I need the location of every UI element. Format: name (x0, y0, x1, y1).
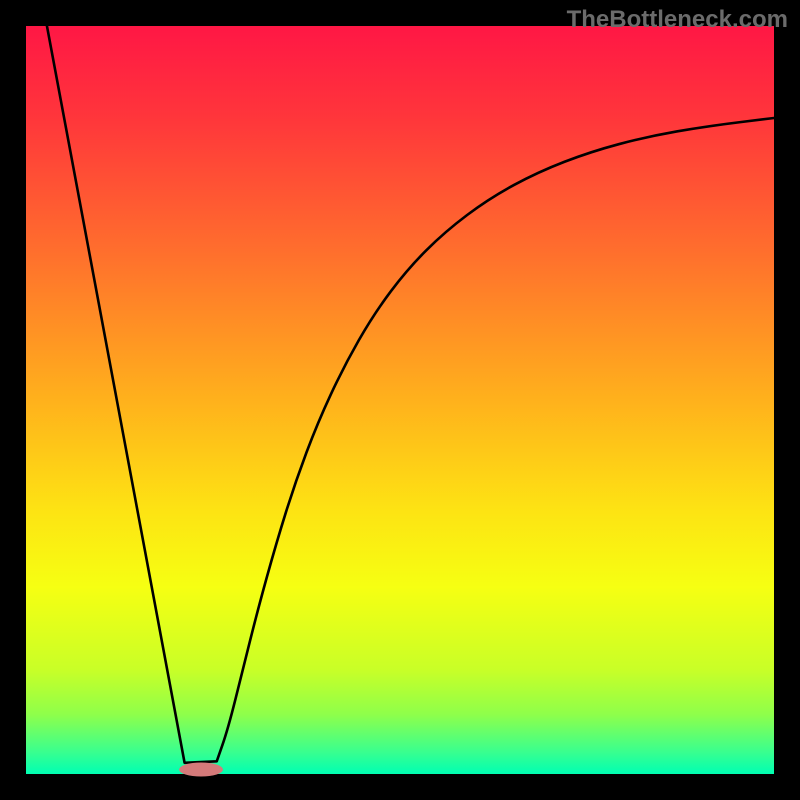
minimum-marker (179, 763, 223, 777)
bottleneck-chart (0, 0, 800, 800)
watermark-text: TheBottleneck.com (567, 6, 788, 34)
plot-area (26, 26, 774, 774)
